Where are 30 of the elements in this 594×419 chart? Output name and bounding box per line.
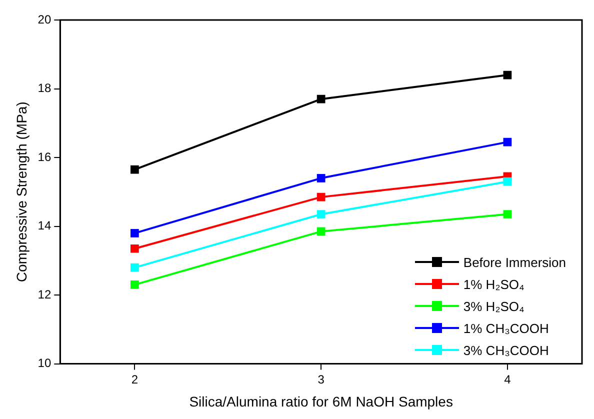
- y-tick-label: 10: [38, 356, 52, 370]
- point: [503, 177, 512, 186]
- point: [130, 280, 139, 289]
- x-tick-label: 4: [504, 372, 512, 386]
- y-tick-label: 20: [38, 12, 52, 26]
- y-tick-label: 16: [38, 150, 52, 164]
- point: [503, 210, 512, 218]
- point: [130, 165, 139, 174]
- x-axis-title: Silica/Alumina ratio for 6M NaOH Samples: [189, 393, 453, 410]
- y-tick-label: 18: [38, 81, 52, 96]
- legend-label: 1% CH₃COOH: [463, 320, 549, 336]
- y-tick-label: 12: [38, 287, 52, 302]
- point: [316, 210, 326, 218]
- x-tick-label: 3: [318, 372, 325, 386]
- y-tick-label: 14: [38, 218, 52, 233]
- point: [316, 192, 326, 202]
- point: [503, 70, 512, 80]
- legend-label: 1% H₂SO₄: [463, 276, 524, 292]
- point: [130, 244, 139, 253]
- point: [316, 174, 326, 182]
- y-axis-title: Compressive Strength (MPa): [13, 102, 30, 282]
- legend-label: 3% H₂SO₄: [463, 298, 524, 314]
- point: [130, 228, 139, 238]
- x-tick-label: 2: [131, 372, 138, 386]
- legend-label: 3% CH₃COOH: [463, 342, 549, 358]
- point: [503, 138, 512, 146]
- point: [130, 263, 139, 272]
- legend-label: Before Immersion: [463, 254, 566, 270]
- point: [316, 94, 326, 104]
- point: [316, 227, 326, 236]
